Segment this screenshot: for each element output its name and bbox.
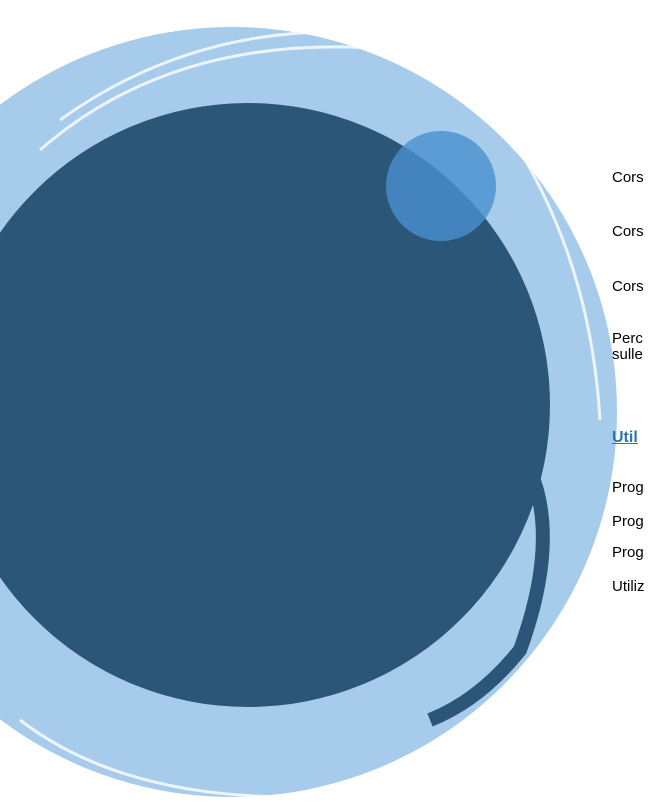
list-item: sulle bbox=[612, 346, 643, 363]
list-item: Prog bbox=[612, 513, 644, 530]
inner-circle bbox=[0, 103, 550, 707]
brush-tail bbox=[427, 467, 550, 727]
list-item: Cors bbox=[612, 223, 644, 240]
list-item: Cors bbox=[612, 278, 644, 295]
list-item: Prog bbox=[612, 479, 644, 496]
list-item: Utiliz bbox=[612, 578, 645, 595]
section-heading[interactable]: Util bbox=[612, 429, 638, 446]
brush-strokes bbox=[19, 30, 602, 799]
list-item: Prog bbox=[612, 544, 644, 561]
accent-circle bbox=[386, 131, 496, 241]
list-item: Cors bbox=[612, 169, 644, 186]
list-item: Perc bbox=[612, 330, 643, 347]
